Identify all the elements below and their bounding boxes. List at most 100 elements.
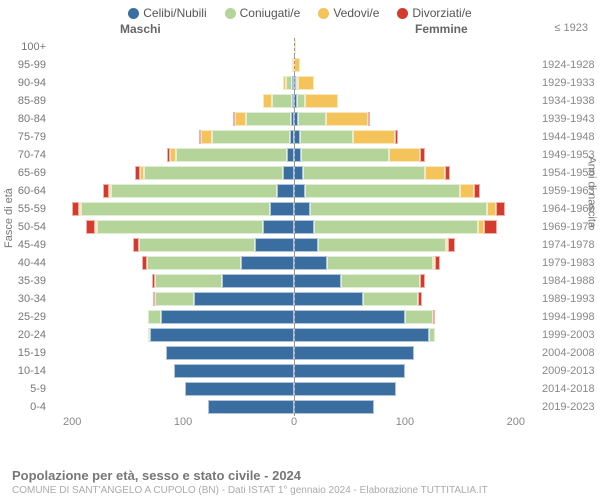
male-bar — [50, 308, 294, 326]
bar-segment — [294, 202, 310, 216]
bar-area — [50, 272, 538, 290]
female-bar — [294, 326, 538, 344]
bar-segment — [298, 112, 326, 126]
bar-segment — [208, 400, 295, 414]
bar-segment — [294, 328, 429, 342]
legend-swatch — [225, 8, 236, 19]
female-bar — [294, 344, 538, 362]
bar-segment — [405, 310, 433, 324]
bar-segment — [326, 112, 368, 126]
birth-year-label: 1989-1993 — [538, 293, 600, 305]
bar-segment — [148, 310, 161, 324]
age-label: 80-84 — [0, 113, 50, 125]
birth-year-label: 1999-2003 — [538, 329, 600, 341]
female-bar — [294, 200, 538, 218]
female-bar — [294, 146, 538, 164]
center-axis-line — [294, 164, 295, 182]
male-bar — [50, 56, 294, 74]
bar-segment — [496, 202, 505, 216]
pyramid-row: 5-92014-2018 — [0, 380, 600, 398]
bar-segment — [81, 202, 270, 216]
female-header: Femmine — [415, 22, 468, 36]
bar-segment — [305, 184, 460, 198]
age-label: 25-29 — [0, 311, 50, 323]
male-bar — [50, 200, 294, 218]
female-bar — [294, 254, 538, 272]
age-label: 20-24 — [0, 329, 50, 341]
pyramid-row: 85-891934-1938 — [0, 92, 600, 110]
bar-area — [50, 290, 538, 308]
age-label: 30-34 — [0, 293, 50, 305]
male-bar — [50, 290, 294, 308]
male-header: Maschi — [120, 22, 161, 36]
bar-segment — [272, 94, 292, 108]
male-bar — [50, 146, 294, 164]
bar-area — [50, 344, 538, 362]
x-tick-label: 100 — [174, 416, 192, 428]
bar-segment — [484, 220, 497, 234]
male-bar — [50, 128, 294, 146]
female-bar — [294, 398, 538, 416]
bar-segment — [185, 382, 294, 396]
bar-segment — [300, 130, 353, 144]
age-label: 60-64 — [0, 185, 50, 197]
bar-segment — [368, 112, 370, 126]
female-bar — [294, 182, 538, 200]
x-tick-label: 200 — [63, 416, 81, 428]
pyramid-row: 0-42019-2023 — [0, 398, 600, 416]
bar-segment — [255, 238, 294, 252]
bar-segment — [161, 310, 294, 324]
legend-swatch — [397, 8, 408, 19]
bar-segment — [287, 148, 294, 162]
pyramid-row: 55-591964-1968 — [0, 200, 600, 218]
center-axis-line — [294, 74, 295, 92]
bar-segment — [263, 220, 294, 234]
legend-item: Celibi/Nubili — [128, 6, 206, 20]
bar-segment — [111, 184, 277, 198]
center-axis-line — [294, 56, 295, 74]
bar-area — [50, 92, 538, 110]
male-bar — [50, 110, 294, 128]
female-bar — [294, 236, 538, 254]
bar-segment — [283, 166, 294, 180]
bar-segment — [474, 184, 481, 198]
pyramid-row: 20-24 1999-2003 — [0, 326, 600, 344]
center-axis-line — [294, 218, 295, 236]
age-label: 90-94 — [0, 77, 50, 89]
age-label: 35-39 — [0, 275, 50, 287]
pyramid-row: 35-391984-1988 — [0, 272, 600, 290]
bar-segment — [294, 310, 405, 324]
legend: Celibi/NubiliConiugati/eVedovi/eDivorzia… — [0, 0, 600, 22]
center-axis-line — [294, 182, 295, 200]
bar-segment — [429, 328, 435, 342]
birth-year-label: 2014-2018 — [538, 383, 600, 395]
male-bar — [50, 218, 294, 236]
female-bar — [294, 56, 538, 74]
birth-year-label: 1974-1978 — [538, 239, 600, 251]
age-label: 55-59 — [0, 203, 50, 215]
bar-area — [50, 362, 538, 380]
year-header: ≤ 1923 — [554, 22, 588, 34]
bar-area — [50, 380, 538, 398]
age-label: 0-4 — [0, 401, 50, 413]
age-label: 85-89 — [0, 95, 50, 107]
female-bar — [294, 38, 538, 56]
bar-segment — [263, 94, 272, 108]
bar-area — [50, 56, 538, 74]
center-axis-line — [294, 326, 295, 344]
male-bar — [50, 272, 294, 290]
center-axis-line — [294, 308, 295, 326]
female-bar — [294, 128, 538, 146]
pyramid-row: 30-34 1989-1993 — [0, 290, 600, 308]
bar-segment — [420, 148, 424, 162]
pyramid-row: 75-791944-1948 — [0, 128, 600, 146]
age-label: 50-54 — [0, 221, 50, 233]
male-bar — [50, 380, 294, 398]
female-bar — [294, 272, 538, 290]
bar-segment — [363, 292, 418, 306]
bar-segment — [170, 148, 177, 162]
bar-segment — [389, 148, 420, 162]
birth-year-label: 1954-1958 — [538, 167, 600, 179]
bar-area — [50, 398, 538, 416]
female-bar — [294, 92, 538, 110]
